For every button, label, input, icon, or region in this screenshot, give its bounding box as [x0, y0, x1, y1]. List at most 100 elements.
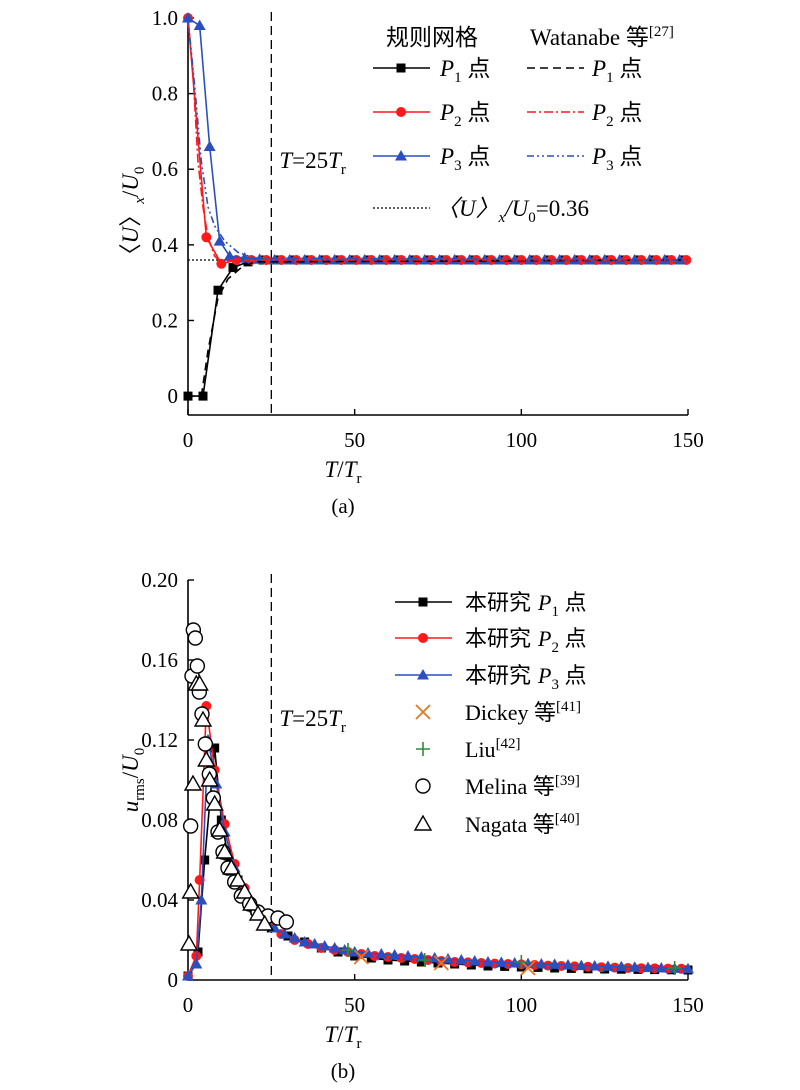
data-point: [200, 855, 210, 865]
data-point: [553, 253, 566, 265]
data-point: [235, 882, 254, 899]
data-point: [193, 19, 206, 31]
y-tick-label: 0.8: [152, 82, 178, 106]
x-tick-label: 150: [672, 993, 704, 1017]
series-2: [182, 734, 694, 981]
data-point: [181, 882, 200, 899]
data-point: [642, 961, 654, 973]
x-tick-label: 0: [183, 428, 194, 452]
data-point: [213, 235, 226, 246]
data-point: [520, 960, 536, 976]
legend-label: P2 点: [439, 100, 490, 130]
legend-label: P1 点: [591, 56, 642, 86]
legend-label: Nagata 等[40]: [465, 811, 580, 837]
y-tick-label: 0.20: [141, 568, 178, 592]
data-point: [187, 630, 204, 646]
x-tick-label: 100: [506, 993, 538, 1017]
data-point: [682, 962, 694, 974]
data-point: [615, 960, 628, 972]
data-point: [562, 959, 574, 970]
x-axis-label: T/Tr: [325, 457, 362, 487]
data-point: [197, 750, 216, 767]
data-point: [318, 940, 331, 951]
data-point: [433, 955, 449, 971]
data-point: [210, 743, 220, 753]
x-tick-label: 0: [183, 993, 194, 1017]
data-point: [190, 674, 209, 691]
data-point: [575, 959, 588, 971]
legend-label: Liu[42]: [465, 736, 521, 762]
data-point: [183, 391, 193, 401]
legend-label: Melina 等[39]: [465, 773, 580, 799]
data-point: [195, 894, 208, 905]
data-point: [216, 815, 226, 825]
data-point: [602, 960, 614, 971]
data-point: [298, 936, 311, 947]
legend: 规则网格 Watanabe 等[27] P1 点 P1 点 P2 点 P2 点 P3 点 P3…: [373, 24, 674, 226]
x-tick-label: 50: [344, 993, 365, 1017]
series-line: [187, 705, 682, 977]
data-point: [205, 794, 224, 811]
data-point: [417, 953, 432, 967]
data-point: [538, 253, 551, 265]
legend-marker: [416, 742, 430, 756]
data-point: [278, 914, 295, 930]
data-point: [548, 958, 561, 969]
legend-label: P3 点: [439, 144, 490, 174]
series-line: [187, 747, 689, 977]
data-point: [182, 12, 194, 23]
data-point: [223, 250, 236, 261]
legend-marker: [418, 633, 428, 643]
data-point: [468, 955, 481, 966]
series-4: [187, 17, 688, 263]
data-point: [182, 970, 194, 981]
y-tick-label: 0: [168, 968, 179, 992]
legend-marker: [396, 107, 406, 117]
data-point: [183, 774, 203, 791]
data-point: [200, 770, 219, 787]
legend-label: 本研究 P2 点: [465, 626, 586, 656]
data-point: [197, 736, 214, 752]
y-axis-label: 〈U〉x/U0: [118, 167, 148, 267]
data-point: [255, 914, 274, 931]
data-point: [416, 957, 426, 967]
data-point: [514, 955, 529, 969]
legend-label: 〈U〉x/U0=0.36: [436, 196, 589, 226]
series-line: [187, 17, 689, 261]
series-1: [183, 701, 687, 981]
data-point: [190, 958, 203, 969]
y-tick-label: 0.16: [141, 648, 178, 672]
legend-label: P1 点: [439, 56, 490, 86]
legend-header-right: Watanabe 等[27]: [530, 24, 674, 50]
data-point: [228, 263, 238, 273]
series-5: [187, 17, 689, 261]
data-point: [308, 938, 321, 949]
data-point: [482, 956, 494, 967]
data-point: [228, 870, 248, 887]
legend-marker: [395, 150, 407, 161]
legend-marker: [396, 63, 406, 73]
y-tick-label: 0.08: [141, 808, 178, 832]
y-tick-label: 1.0: [152, 6, 178, 30]
y-tick-label: 0.04: [141, 888, 178, 912]
data-point: [588, 960, 601, 971]
data-point: [288, 932, 301, 943]
series-line: [187, 17, 688, 263]
legend-marker: [417, 669, 429, 680]
legend-label: 本研究 P3 点: [465, 663, 586, 693]
reference-vline-label: T=25Tr: [279, 706, 346, 736]
data-point: [442, 953, 454, 964]
series-line: [187, 17, 680, 261]
chart-panel-b: 0 0.04 0.08 0.12 0.16 0.20 0 50 100 150 T/Tr (b) urm…: [118, 568, 704, 1083]
legend-marker: [415, 778, 431, 794]
data-point: [203, 140, 216, 152]
y-tick-label: 0.4: [152, 233, 179, 257]
data-point: [328, 942, 341, 953]
data-point: [495, 956, 508, 967]
panel-label: (a): [331, 494, 354, 518]
series-3: [200, 259, 689, 397]
y-tick-label: 0: [168, 384, 179, 408]
panel-label: (b): [331, 1059, 356, 1083]
